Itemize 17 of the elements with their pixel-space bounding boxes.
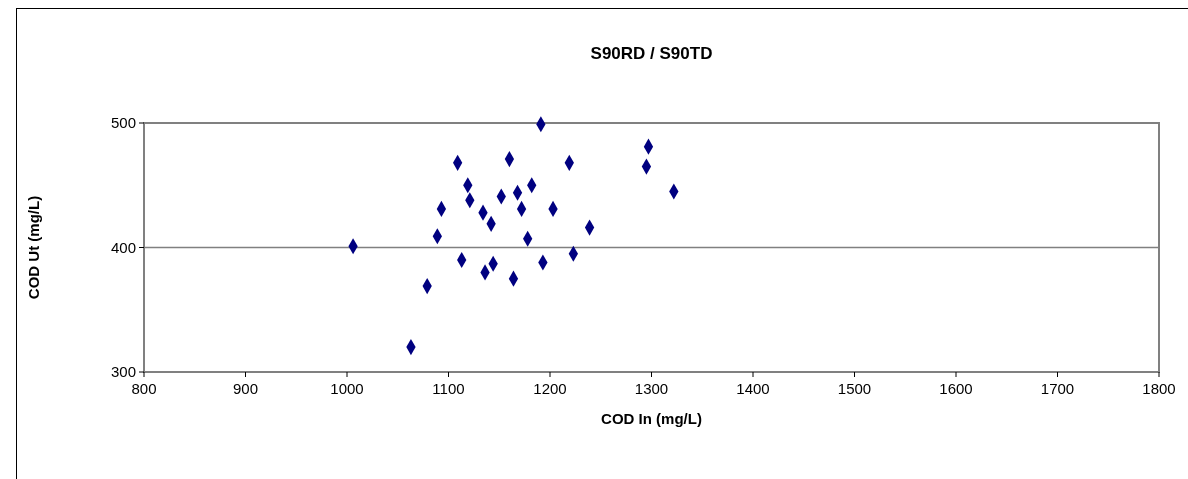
x-tick-label: 1800	[1142, 380, 1176, 397]
x-tick-label: 1000	[330, 380, 364, 397]
x-tick-label: 900	[232, 380, 259, 397]
y-tick-label: 500	[110, 114, 136, 131]
x-tick-label: 1500	[837, 380, 872, 397]
y-axis-title: COD Ut (mg/L)	[25, 195, 42, 300]
x-tick-label: 1400	[736, 380, 770, 397]
chart-title: S90RD / S90TD	[590, 44, 713, 63]
y-tick-label: 400	[110, 238, 136, 256]
x-axis-title: COD In (mg/L)	[601, 410, 702, 427]
x-tick-label: 1600	[939, 380, 973, 397]
x-tick-label: 1200	[533, 380, 567, 397]
x-tick-label: 1100	[432, 380, 465, 397]
x-tick-label: 800	[131, 380, 157, 397]
x-tick-label: 1700	[1040, 380, 1075, 397]
x-tick-label: 1300	[634, 380, 669, 397]
y-tick-label: 300	[110, 363, 136, 380]
